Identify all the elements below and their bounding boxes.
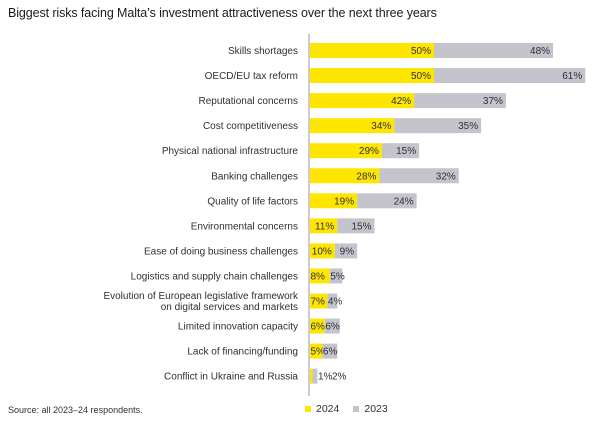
category-label-cost-competitiveness: Cost competitiveness bbox=[203, 121, 298, 132]
category-label-conflict-in-ukraine-and-russia: Conflict in Ukraine and Russia bbox=[164, 372, 298, 383]
value-label-2024-skills-shortages: 50% bbox=[411, 46, 431, 57]
bar-2023-cost-competitiveness bbox=[394, 118, 482, 134]
bar-2023-environmental-concerns bbox=[337, 218, 375, 234]
value-label-2023-cost-competitiveness: 35% bbox=[458, 121, 478, 132]
bar-2024-reputational-concerns bbox=[310, 93, 415, 109]
category-label-environmental-concerns: Environmental concerns bbox=[191, 221, 298, 232]
bar-2023-ease-of-doing-business-challenges bbox=[334, 243, 358, 259]
bar-2024-oecd-eu-tax-reform bbox=[310, 68, 434, 84]
category-label-logistics-and-supply-chain-challenges: Logistics and supply chain challenges bbox=[131, 271, 298, 282]
value-label-2023-quality-of-life-factors: 24% bbox=[394, 196, 414, 207]
category-label-banking-challenges: Banking challenges bbox=[211, 171, 298, 182]
value-label-2024-banking-challenges: 28% bbox=[356, 171, 376, 182]
value-label-2024-limited-innovation-capacity: 6% bbox=[311, 322, 326, 333]
bar-2024-quality-of-life-factors bbox=[310, 193, 358, 209]
value-label-2024-environmental-concerns: 11% bbox=[315, 221, 334, 232]
value-label-2023-physical-national-infrastructure: 15% bbox=[396, 146, 416, 157]
value-label-2023-logistics-and-supply-chain-challenges: 5% bbox=[330, 271, 345, 282]
category-label-skills-shortages: Skills shortages bbox=[228, 46, 298, 57]
value-label-2023-skills-shortages: 48% bbox=[530, 46, 550, 57]
category-label-physical-national-infrastructure: Physical national infrastructure bbox=[162, 146, 299, 157]
bar-2023-quality-of-life-factors bbox=[357, 193, 417, 209]
value-label-2023-banking-challenges: 32% bbox=[436, 171, 456, 182]
bar-2023-oecd-eu-tax-reform bbox=[434, 68, 586, 84]
category-label-ease-of-doing-business-challenges: Ease of doing business challenges bbox=[144, 246, 298, 257]
value-label-2023-ease-of-doing-business-challenges: 9% bbox=[340, 246, 355, 257]
legend-item-2023: 2023 bbox=[353, 403, 388, 415]
value-label-2024-physical-national-infrastructure: 29% bbox=[359, 146, 379, 157]
value-label-2023-lack-of-financing-funding: 6% bbox=[323, 347, 338, 358]
category-label-line: Evolution of European legislative framew… bbox=[103, 291, 299, 302]
category-label-oecd-eu-tax-reform: OECD/EU tax reform bbox=[205, 71, 298, 82]
bar-2023-limited-innovation-capacity bbox=[324, 318, 340, 334]
bar-2024-banking-challenges bbox=[310, 168, 380, 184]
value-label-2023-limited-innovation-capacity: 6% bbox=[325, 322, 340, 333]
legend-label-2024: 2024 bbox=[316, 403, 340, 415]
bar-2023-banking-challenges bbox=[379, 168, 459, 184]
bar-2024-skills-shortages bbox=[310, 43, 434, 58]
bar-2024-evolution-of-european-legislative-framework-on-digital-services-and-markets bbox=[310, 293, 328, 309]
category-label-line: on digital services and markets bbox=[161, 302, 298, 313]
value-label-2023-conflict-in-ukraine-and-russia: 2% bbox=[332, 372, 347, 383]
bar-2024-physical-national-infrastructure bbox=[310, 143, 382, 159]
bar-2024-limited-innovation-capacity bbox=[310, 318, 325, 334]
category-label-quality-of-life-factors: Quality of life factors bbox=[207, 196, 298, 207]
source-note: Source: all 2023–24 respondents. bbox=[8, 405, 143, 415]
category-label-evolution-of-european-legislative-framework-on-digital-services-and-markets: Evolution of European legislative framew… bbox=[103, 291, 299, 313]
bar-2023-skills-shortages bbox=[434, 43, 554, 58]
value-label-2024-evolution-of-european-legislative-framework-on-digital-services-and-markets: 7% bbox=[311, 297, 326, 308]
bar-2023-lack-of-financing-funding bbox=[322, 343, 338, 359]
bar-2023-conflict-in-ukraine-and-russia bbox=[312, 368, 318, 384]
category-label-lack-of-financing-funding: Lack of financing/funding bbox=[187, 347, 298, 358]
value-label-2023-environmental-concerns: 15% bbox=[351, 221, 371, 232]
value-label-2024-cost-competitiveness: 34% bbox=[371, 121, 391, 132]
category-label-limited-innovation-capacity: Limited innovation capacity bbox=[178, 322, 298, 333]
value-label-2023-reputational-concerns: 37% bbox=[483, 96, 503, 107]
legend-label-2023: 2023 bbox=[364, 403, 388, 415]
value-label-2024-conflict-in-ukraine-and-russia: 1% bbox=[318, 372, 333, 383]
value-label-2024-oecd-eu-tax-reform: 50% bbox=[411, 71, 431, 82]
category-label-reputational-concerns: Reputational concerns bbox=[198, 96, 298, 107]
bar-2024-lack-of-financing-funding bbox=[310, 343, 323, 359]
value-label-2023-oecd-eu-tax-reform: 61% bbox=[562, 71, 582, 82]
legend-swatch-2024 bbox=[305, 406, 311, 412]
value-label-2024-reputational-concerns: 42% bbox=[391, 96, 411, 107]
category-labels-group: Skills shortages OECD/EU tax reform Reputa… bbox=[103, 46, 299, 383]
bar-2024-conflict-in-ukraine-and-russia bbox=[310, 368, 313, 384]
value-label-2024-ease-of-doing-business-challenges: 10% bbox=[312, 246, 332, 257]
bars-group: 50% 48% 50% 61% 42% 37% 34% 35% 29% 15% 28% 32% 19% 2… bbox=[310, 43, 586, 384]
value-label-2023-evolution-of-european-legislative-framework-on-digital-services-and-markets: 4% bbox=[328, 297, 343, 308]
value-label-2024-quality-of-life-factors: 19% bbox=[334, 196, 354, 207]
bar-2023-reputational-concerns bbox=[414, 93, 506, 109]
bar-2024-environmental-concerns bbox=[310, 218, 338, 234]
bar-2024-logistics-and-supply-chain-challenges bbox=[310, 268, 330, 284]
bar-2023-evolution-of-european-legislative-framework-on-digital-services-and-markets bbox=[327, 293, 338, 309]
bar-2024-ease-of-doing-business-challenges bbox=[310, 243, 335, 259]
bar-2023-logistics-and-supply-chain-challenges bbox=[329, 268, 343, 284]
legend: 2024 2023 bbox=[305, 403, 402, 415]
value-label-2024-lack-of-financing-funding: 5% bbox=[311, 347, 326, 358]
chart-title: Biggest risks facing Malta’s investment … bbox=[8, 6, 437, 20]
legend-item-2024: 2024 bbox=[305, 403, 339, 415]
value-label-2024-logistics-and-supply-chain-challenges: 8% bbox=[311, 271, 326, 282]
legend-swatch-2023 bbox=[353, 406, 360, 412]
bar-2023-physical-national-infrastructure bbox=[381, 143, 420, 159]
bar-2024-cost-competitiveness bbox=[310, 118, 395, 134]
